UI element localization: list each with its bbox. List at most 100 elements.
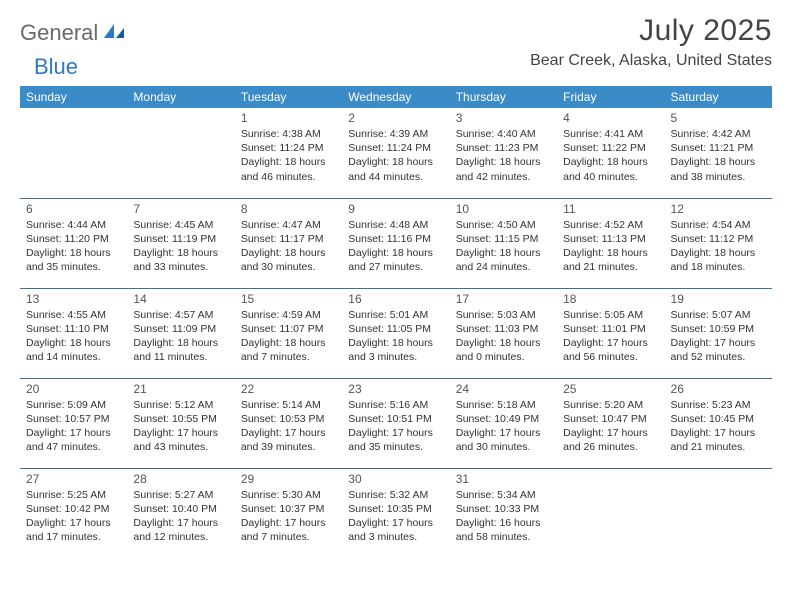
day-number: 6 — [26, 202, 121, 216]
sunset-line: Sunset: 11:24 PM — [241, 141, 336, 155]
page: General July 2025 Bear Creek, Alaska, Un… — [0, 0, 792, 558]
location-label: Bear Creek, Alaska, United States — [530, 52, 772, 70]
daylight1-line: Daylight: 18 hours — [241, 155, 336, 169]
sunset-line: Sunset: 11:23 PM — [456, 141, 551, 155]
daylight2-line: and 21 minutes. — [671, 440, 766, 454]
daylight2-line: and 52 minutes. — [671, 350, 766, 364]
calendar-day-cell: 26Sunrise: 5:23 AMSunset: 10:45 PMDaylig… — [665, 378, 772, 468]
weekday-header: Thursday — [450, 86, 557, 108]
sunrise-line: Sunrise: 5:30 AM — [241, 488, 336, 502]
logo-sail-icon — [102, 22, 126, 45]
day-number: 5 — [671, 111, 766, 125]
day-number: 8 — [241, 202, 336, 216]
calendar-day-cell: 25Sunrise: 5:20 AMSunset: 10:47 PMDaylig… — [557, 378, 664, 468]
day-number: 17 — [456, 292, 551, 306]
calendar-day-cell: 1Sunrise: 4:38 AMSunset: 11:24 PMDayligh… — [235, 108, 342, 198]
calendar-day-cell: 27Sunrise: 5:25 AMSunset: 10:42 PMDaylig… — [20, 468, 127, 558]
sunrise-line: Sunrise: 5:20 AM — [563, 398, 658, 412]
daylight2-line: and 58 minutes. — [456, 530, 551, 544]
daylight2-line: and 12 minutes. — [133, 530, 228, 544]
sunrise-line: Sunrise: 5:05 AM — [563, 308, 658, 322]
daylight2-line: and 47 minutes. — [26, 440, 121, 454]
daylight1-line: Daylight: 17 hours — [26, 426, 121, 440]
sunrise-line: Sunrise: 4:40 AM — [456, 127, 551, 141]
calendar-day-cell: 2Sunrise: 4:39 AMSunset: 11:24 PMDayligh… — [342, 108, 449, 198]
sunset-line: Sunset: 11:07 PM — [241, 322, 336, 336]
calendar-week-row: 6Sunrise: 4:44 AMSunset: 11:20 PMDayligh… — [20, 198, 772, 288]
sunset-line: Sunset: 11:19 PM — [133, 232, 228, 246]
calendar-table: Sunday Monday Tuesday Wednesday Thursday… — [20, 86, 772, 558]
weekday-row: Sunday Monday Tuesday Wednesday Thursday… — [20, 86, 772, 108]
sunrise-line: Sunrise: 4:55 AM — [26, 308, 121, 322]
calendar-day-cell: 7Sunrise: 4:45 AMSunset: 11:19 PMDayligh… — [127, 198, 234, 288]
logo-text-blue: Blue — [20, 54, 78, 79]
sunset-line: Sunset: 10:53 PM — [241, 412, 336, 426]
day-number: 20 — [26, 382, 121, 396]
logo-text-general: General — [20, 20, 98, 46]
sunset-line: Sunset: 10:33 PM — [456, 502, 551, 516]
day-number: 29 — [241, 472, 336, 486]
daylight2-line: and 43 minutes. — [133, 440, 228, 454]
daylight1-line: Daylight: 17 hours — [348, 516, 443, 530]
sunrise-line: Sunrise: 5:32 AM — [348, 488, 443, 502]
day-number: 23 — [348, 382, 443, 396]
calendar-week-row: 20Sunrise: 5:09 AMSunset: 10:57 PMDaylig… — [20, 378, 772, 468]
daylight1-line: Daylight: 18 hours — [563, 155, 658, 169]
weekday-header: Friday — [557, 86, 664, 108]
sunset-line: Sunset: 11:20 PM — [26, 232, 121, 246]
sunset-line: Sunset: 11:16 PM — [348, 232, 443, 246]
sunset-line: Sunset: 11:17 PM — [241, 232, 336, 246]
calendar-day-cell: 20Sunrise: 5:09 AMSunset: 10:57 PMDaylig… — [20, 378, 127, 468]
daylight1-line: Daylight: 18 hours — [241, 336, 336, 350]
daylight2-line: and 3 minutes. — [348, 350, 443, 364]
daylight2-line: and 33 minutes. — [133, 260, 228, 274]
month-title: July 2025 — [530, 14, 772, 48]
day-number: 7 — [133, 202, 228, 216]
sunrise-line: Sunrise: 5:03 AM — [456, 308, 551, 322]
daylight1-line: Daylight: 17 hours — [563, 426, 658, 440]
sunrise-line: Sunrise: 4:45 AM — [133, 218, 228, 232]
sunset-line: Sunset: 10:55 PM — [133, 412, 228, 426]
day-number: 31 — [456, 472, 551, 486]
day-number: 12 — [671, 202, 766, 216]
calendar-day-cell: 24Sunrise: 5:18 AMSunset: 10:49 PMDaylig… — [450, 378, 557, 468]
weekday-header: Sunday — [20, 86, 127, 108]
daylight1-line: Daylight: 18 hours — [26, 246, 121, 260]
daylight1-line: Daylight: 18 hours — [348, 336, 443, 350]
daylight2-line: and 26 minutes. — [563, 440, 658, 454]
daylight1-line: Daylight: 18 hours — [241, 246, 336, 260]
daylight2-line: and 35 minutes. — [26, 260, 121, 274]
daylight1-line: Daylight: 17 hours — [241, 426, 336, 440]
calendar-day-cell: 17Sunrise: 5:03 AMSunset: 11:03 PMDaylig… — [450, 288, 557, 378]
daylight2-line: and 17 minutes. — [26, 530, 121, 544]
calendar-day-cell: 30Sunrise: 5:32 AMSunset: 10:35 PMDaylig… — [342, 468, 449, 558]
daylight1-line: Daylight: 18 hours — [456, 336, 551, 350]
daylight2-line: and 3 minutes. — [348, 530, 443, 544]
sunrise-line: Sunrise: 4:41 AM — [563, 127, 658, 141]
calendar-day-cell: 21Sunrise: 5:12 AMSunset: 10:55 PMDaylig… — [127, 378, 234, 468]
daylight2-line: and 7 minutes. — [241, 350, 336, 364]
day-number: 15 — [241, 292, 336, 306]
calendar-day-cell: 5Sunrise: 4:42 AMSunset: 11:21 PMDayligh… — [665, 108, 772, 198]
day-number: 27 — [26, 472, 121, 486]
calendar-body: 1Sunrise: 4:38 AMSunset: 11:24 PMDayligh… — [20, 108, 772, 558]
calendar-day-cell: 12Sunrise: 4:54 AMSunset: 11:12 PMDaylig… — [665, 198, 772, 288]
daylight2-line: and 39 minutes. — [241, 440, 336, 454]
daylight1-line: Daylight: 18 hours — [26, 336, 121, 350]
calendar-day-cell: 28Sunrise: 5:27 AMSunset: 10:40 PMDaylig… — [127, 468, 234, 558]
daylight2-line: and 24 minutes. — [456, 260, 551, 274]
calendar-head: Sunday Monday Tuesday Wednesday Thursday… — [20, 86, 772, 108]
day-number: 11 — [563, 202, 658, 216]
sunset-line: Sunset: 10:47 PM — [563, 412, 658, 426]
daylight2-line: and 46 minutes. — [241, 170, 336, 184]
sunset-line: Sunset: 10:35 PM — [348, 502, 443, 516]
daylight1-line: Daylight: 18 hours — [671, 155, 766, 169]
sunset-line: Sunset: 11:09 PM — [133, 322, 228, 336]
daylight1-line: Daylight: 18 hours — [348, 155, 443, 169]
calendar-day-cell: 22Sunrise: 5:14 AMSunset: 10:53 PMDaylig… — [235, 378, 342, 468]
sunset-line: Sunset: 11:10 PM — [26, 322, 121, 336]
day-number: 24 — [456, 382, 551, 396]
sunrise-line: Sunrise: 5:01 AM — [348, 308, 443, 322]
sunrise-line: Sunrise: 4:54 AM — [671, 218, 766, 232]
calendar-day-cell: 15Sunrise: 4:59 AMSunset: 11:07 PMDaylig… — [235, 288, 342, 378]
